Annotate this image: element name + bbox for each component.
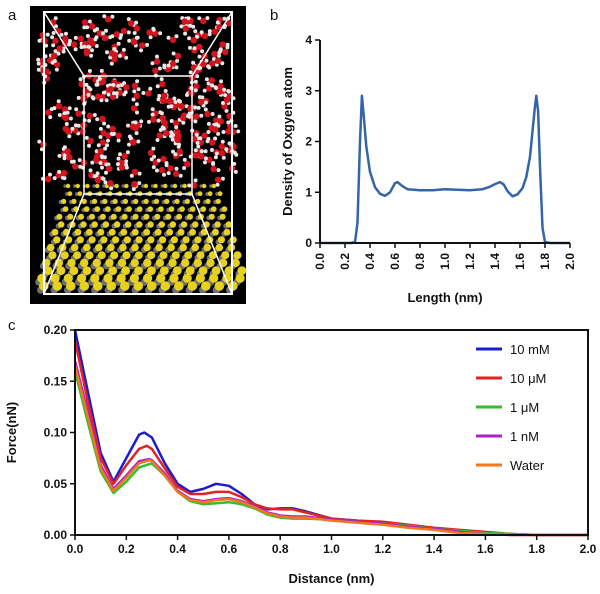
legend-label: 10 μM bbox=[510, 371, 546, 386]
x-tick-label: 0.0 bbox=[67, 542, 84, 556]
x-tick-label: 1.6 bbox=[513, 253, 527, 270]
x-tick-label: 0.6 bbox=[221, 542, 238, 556]
water-molecules bbox=[36, 14, 241, 192]
y-axis-title: Force(nN) bbox=[4, 402, 19, 463]
panel-letter-c: c bbox=[8, 317, 16, 334]
density-chart: 0.0 0.2 0.4 0.6 0.8 1.0 1.2 1.4 1.6 1.8 2.0 0 1 2 3 4 Le… bbox=[280, 33, 577, 305]
x-tick-label: 1.4 bbox=[488, 253, 502, 270]
y-tick-label: 0.10 bbox=[44, 426, 68, 440]
x-tick-label: 0.0 bbox=[313, 253, 327, 270]
panel-letter-a: a bbox=[8, 7, 17, 24]
x-tick-label: 1.0 bbox=[438, 253, 452, 270]
legend-label: 1 nM bbox=[510, 429, 539, 444]
y-tick-label: 0.05 bbox=[44, 477, 68, 491]
y-tick-label: 0.15 bbox=[44, 374, 68, 388]
x-tick-label: 1.8 bbox=[538, 253, 552, 270]
x-tick-label: 1.2 bbox=[374, 542, 391, 556]
y-tick-label: 0.20 bbox=[44, 323, 68, 337]
x-tick-label: 1.0 bbox=[323, 542, 340, 556]
y-tick-label: 4 bbox=[305, 33, 312, 47]
x-axis-title: Distance (nm) bbox=[289, 571, 375, 586]
y-tick-label: 3 bbox=[305, 84, 312, 98]
x-tick-label: 0.6 bbox=[388, 253, 402, 270]
x-tick-label: 0.8 bbox=[413, 253, 427, 270]
x-tick-label: 2.0 bbox=[563, 253, 577, 270]
legend-label: 10 mM bbox=[510, 342, 550, 357]
x-tick-label: 1.4 bbox=[426, 542, 443, 556]
x-tick-label: 1.8 bbox=[528, 542, 545, 556]
x-tick-label: 2.0 bbox=[580, 542, 597, 556]
legend-label: Water bbox=[510, 458, 545, 473]
x-tick-label: 0.8 bbox=[272, 542, 289, 556]
x-tick-label: 0.4 bbox=[169, 542, 186, 556]
y-tick-label: 1 bbox=[305, 185, 312, 199]
x-tick-label: 1.6 bbox=[477, 542, 494, 556]
simulation-box bbox=[43, 11, 233, 295]
x-tick-label: 1.2 bbox=[463, 253, 477, 270]
y-axis-title: Density of Oxgyen atom bbox=[280, 67, 295, 216]
x-tick-label: 0.2 bbox=[338, 253, 352, 270]
x-axis-title: Length (nm) bbox=[407, 290, 482, 305]
legend-label: 1 μM bbox=[510, 400, 539, 415]
x-tick-label: 0.4 bbox=[363, 253, 377, 270]
y-tick-label: 0 bbox=[305, 236, 312, 250]
md-snapshot-image bbox=[30, 6, 247, 304]
panel-letter-b: b bbox=[270, 7, 278, 24]
force-chart: 0.0 0.2 0.4 0.6 0.8 1.0 1.2 1.4 1.6 1.8 2.0 0.00 0.0… bbox=[4, 323, 597, 586]
y-tick-label: 2 bbox=[305, 135, 312, 149]
series-line-water bbox=[73, 365, 588, 537]
legend: 10 mM 10 μM 1 μM 1 nM Water bbox=[476, 342, 550, 473]
x-tick-label: 0.2 bbox=[118, 542, 135, 556]
series-line-density bbox=[320, 94, 570, 245]
substrate-atoms bbox=[35, 183, 247, 294]
y-tick-label: 0.00 bbox=[44, 528, 68, 542]
series-line-1-m bbox=[73, 370, 588, 537]
